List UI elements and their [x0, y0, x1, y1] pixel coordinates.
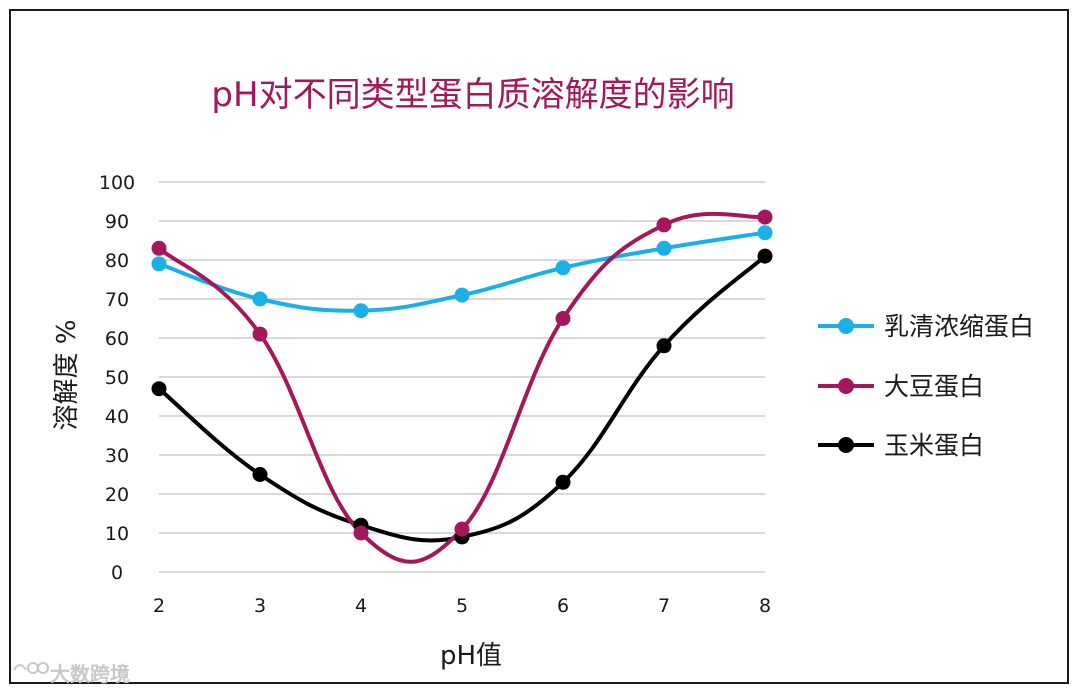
y-tick-label: 90 [105, 211, 129, 233]
series-point-1-6 [555, 311, 571, 326]
gridlines [159, 181, 765, 573]
y-tick-label: 0 [111, 562, 123, 584]
legend-marker-1 [838, 378, 854, 394]
x-tick-label: 5 [456, 595, 468, 617]
y-tick-label: 40 [105, 406, 129, 428]
y-tick-labels: 0 10 20 30 40 50 60 70 80 90 100 [99, 172, 135, 584]
watermark: 大数跨境 [50, 662, 130, 686]
series-line-1 [157, 211, 766, 564]
series-point-1-5 [454, 521, 470, 537]
series-point-2-2 [151, 381, 167, 397]
series-point-1-2 [151, 240, 167, 256]
series-point-2-7 [656, 338, 672, 354]
y-tick-label: 20 [105, 484, 129, 506]
y-tick-label: 30 [105, 445, 129, 467]
chart-title: pH对不同类型蛋白质溶解度的影响 [211, 75, 734, 115]
x-tick-label: 2 [153, 595, 165, 617]
series-point-0-5 [454, 287, 470, 303]
legend-label-1: 大豆蛋白 [884, 372, 984, 401]
series-point-1-7 [656, 217, 672, 233]
series-points [151, 209, 773, 545]
y-axis-label: 溶解度 % [52, 320, 82, 431]
series-point-1-8 [757, 209, 773, 225]
watermark-logo [13, 662, 49, 674]
x-tick-label: 7 [658, 595, 670, 617]
series-point-1-4 [353, 525, 369, 541]
series-point-0-4 [353, 303, 369, 319]
y-tick-label: 60 [105, 328, 129, 350]
series-point-0-2 [151, 256, 167, 272]
y-tick-label: 10 [105, 523, 129, 545]
series-point-0-6 [555, 260, 571, 276]
legend-label-2: 玉米蛋白 [884, 431, 984, 460]
series-point-2-8 [757, 248, 773, 264]
series-point-1-3 [252, 326, 268, 342]
y-tick-label: 50 [105, 367, 129, 389]
series-point-2-6 [555, 474, 571, 490]
x-tick-labels: 2 3 4 5 6 7 8 [153, 595, 771, 617]
series-point-0-3 [252, 291, 268, 307]
x-tick-label: 4 [355, 595, 367, 617]
series-lines [157, 211, 767, 564]
x-tick-label: 8 [759, 595, 771, 617]
legend-marker-0 [838, 318, 854, 334]
x-tick-label: 6 [557, 595, 569, 617]
series-point-0-8 [757, 225, 773, 241]
y-tick-label: 80 [105, 250, 129, 272]
x-axis-label: pH值 [440, 641, 502, 671]
y-tick-label: 100 [99, 172, 135, 194]
x-tick-label: 3 [254, 595, 266, 617]
y-tick-label: 70 [105, 289, 129, 311]
series-point-0-7 [656, 240, 672, 256]
legend-marker-2 [838, 437, 854, 453]
legend-label-0: 乳清浓缩蛋白 [884, 312, 1034, 341]
series-point-2-3 [252, 467, 268, 482]
